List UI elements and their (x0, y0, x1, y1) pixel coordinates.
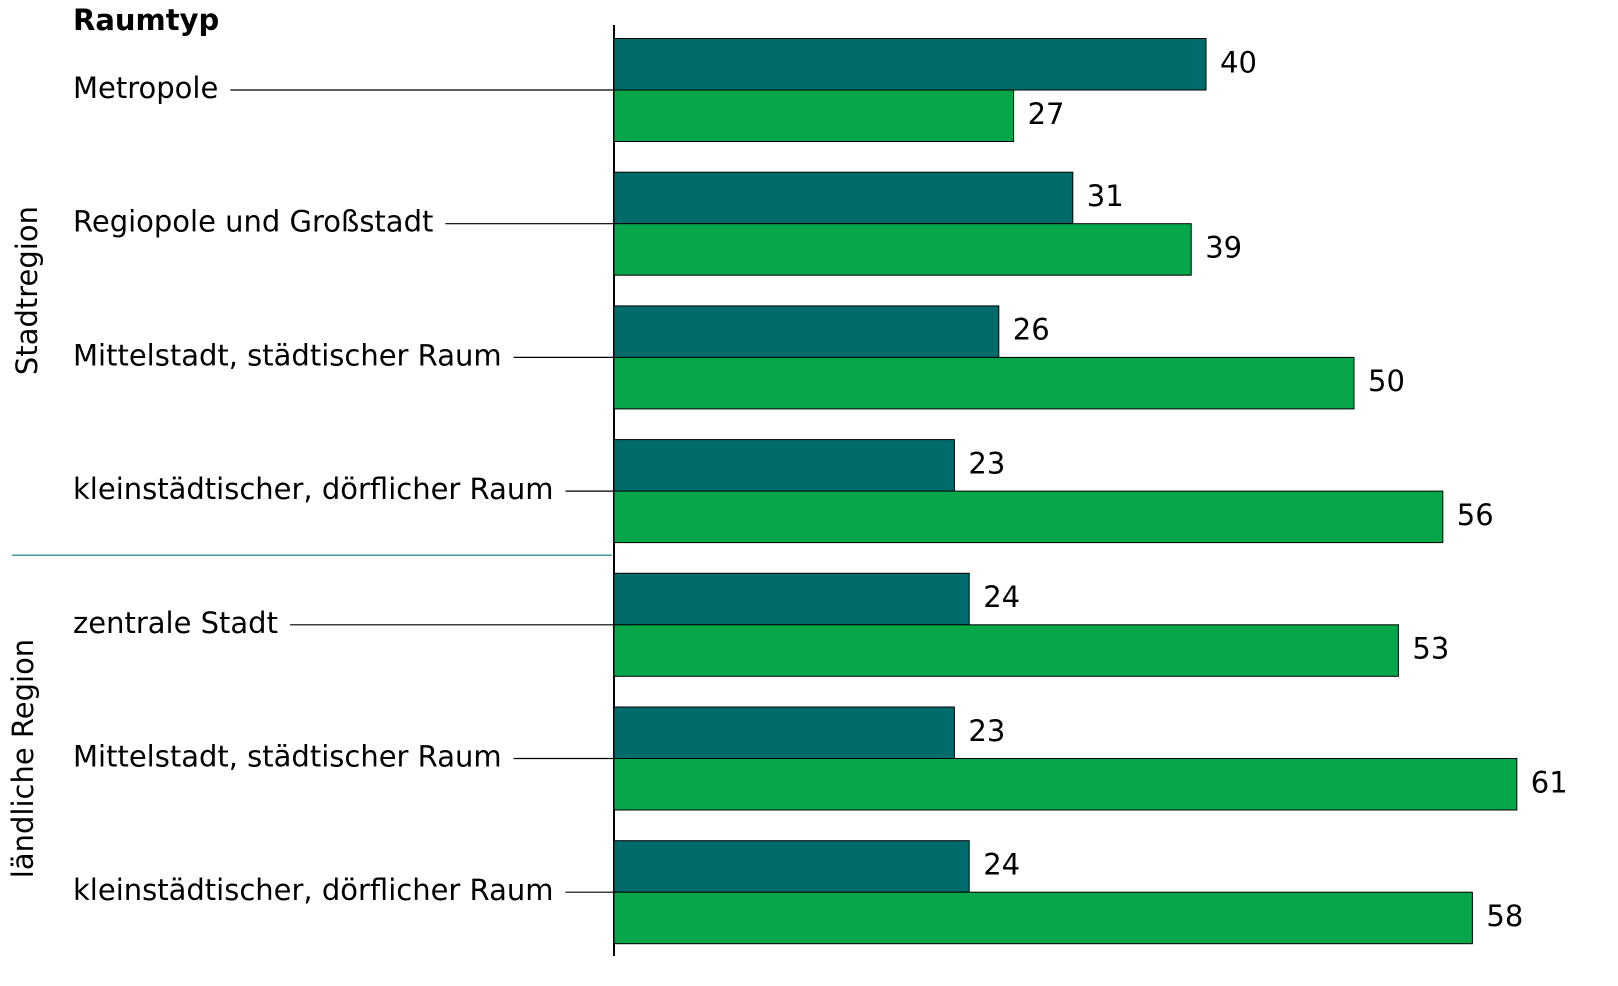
value-label: 24 (983, 847, 1020, 881)
bar (613, 572, 970, 626)
bar (613, 38, 1207, 91)
value-label: 56 (1457, 498, 1494, 532)
bar (613, 89, 1015, 142)
bar (613, 758, 1518, 811)
bar (613, 305, 1000, 358)
value-label: 53 (1412, 632, 1449, 666)
group-label: Stadtregion (10, 206, 44, 375)
value-label: 27 (1028, 97, 1065, 131)
category-label: Mittelstadt, städtischer Raum (73, 740, 502, 774)
bar (613, 624, 1399, 677)
value-label: 23 (968, 714, 1005, 748)
bar (613, 840, 970, 893)
value-label: 23 (968, 446, 1005, 480)
header: Raumtyp (73, 3, 219, 37)
value-label: 40 (1220, 45, 1257, 79)
bar (613, 356, 1355, 410)
bar (613, 706, 955, 759)
value-label: 50 (1368, 364, 1405, 398)
category-label: Metropole (73, 71, 218, 105)
group-label: ländliche Region (6, 639, 40, 878)
category-label: Mittelstadt, städtischer Raum (73, 338, 502, 372)
value-label: 58 (1486, 899, 1523, 933)
value-label: 31 (1087, 179, 1124, 213)
category-label: zentrale Stadt (73, 606, 278, 640)
category-label: kleinstädtischer, dörflicher Raum (73, 472, 553, 506)
bar (613, 171, 1074, 225)
bar (613, 223, 1192, 276)
bar (613, 439, 955, 492)
bar (613, 490, 1444, 544)
bar (613, 891, 1473, 945)
value-label: 24 (983, 580, 1020, 614)
value-label: 26 (1013, 313, 1050, 347)
value-label: 39 (1205, 230, 1242, 264)
category-label: Regiopole und Großstadt (73, 205, 433, 239)
value-label: 61 (1531, 765, 1568, 799)
category-label: kleinstädtischer, dörflicher Raum (73, 873, 553, 907)
